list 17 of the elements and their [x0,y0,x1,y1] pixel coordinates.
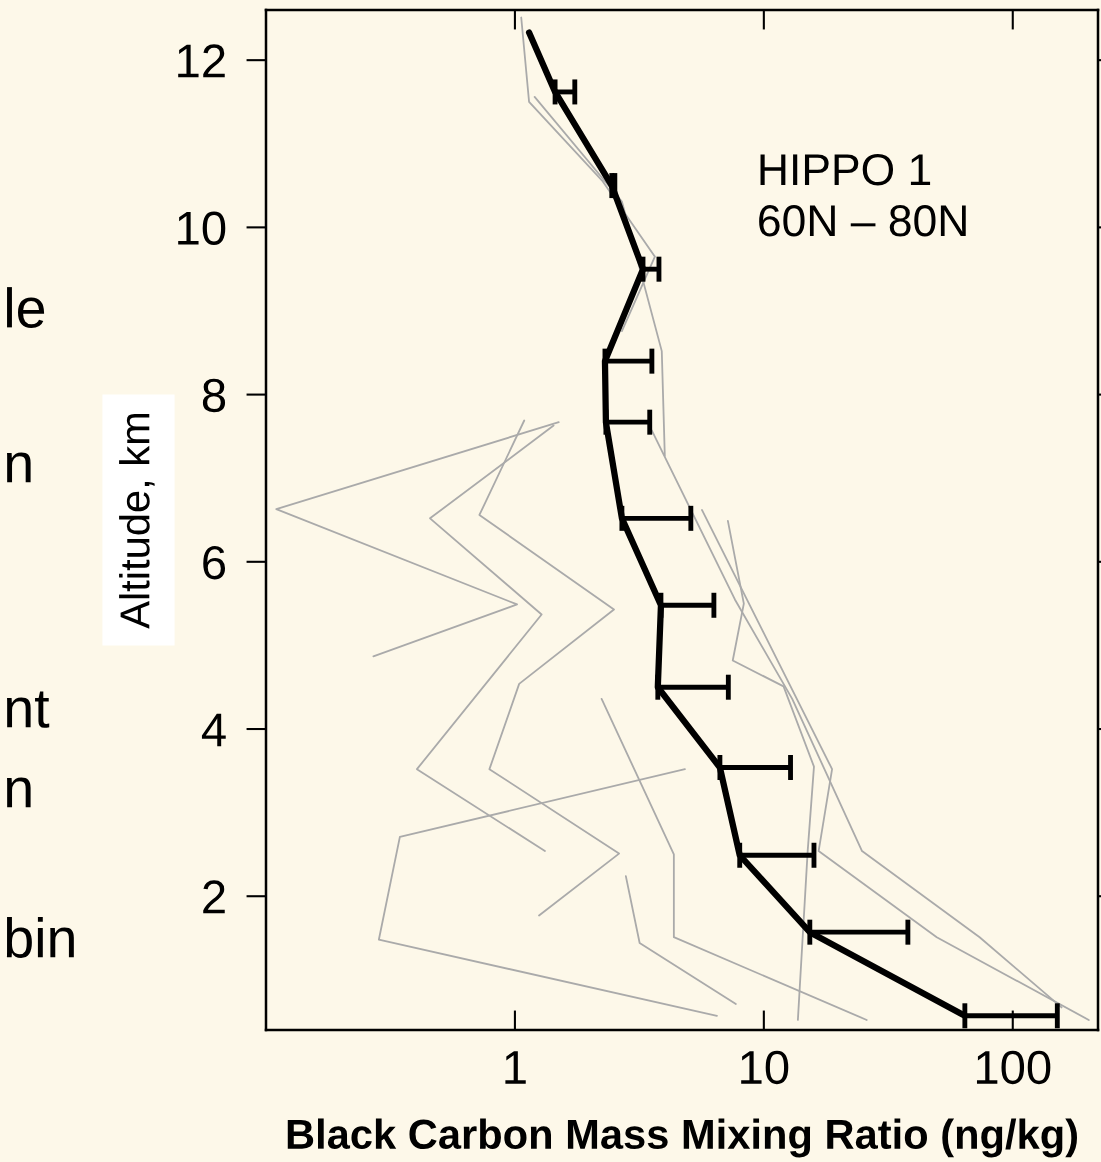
y-tick-label: 10 [178,211,226,245]
annotation: HIPPO 1 60N – 80N [759,153,966,237]
x-tick-label: 100 [976,1050,1051,1085]
y-axis-title: Altitude, km [119,413,155,629]
y-tick-label: 6 [203,545,226,580]
x-tick-label: 1 [505,1051,526,1084]
text: n [6,452,31,483]
y-tick-label: 4 [201,713,226,747]
text: bin [6,917,74,958]
y-tick-label: 8 [202,378,226,413]
text: n [6,777,31,808]
y-tick-label: 2 [203,880,225,914]
text: nt [6,691,50,728]
y-tick-label: 12 [178,44,225,78]
x-axis-title: Black Carbon Mass Mixing Ratio (ng/kg) [287,1118,1077,1158]
x-tick-label: 10 [741,1050,789,1085]
text: le [7,287,45,328]
